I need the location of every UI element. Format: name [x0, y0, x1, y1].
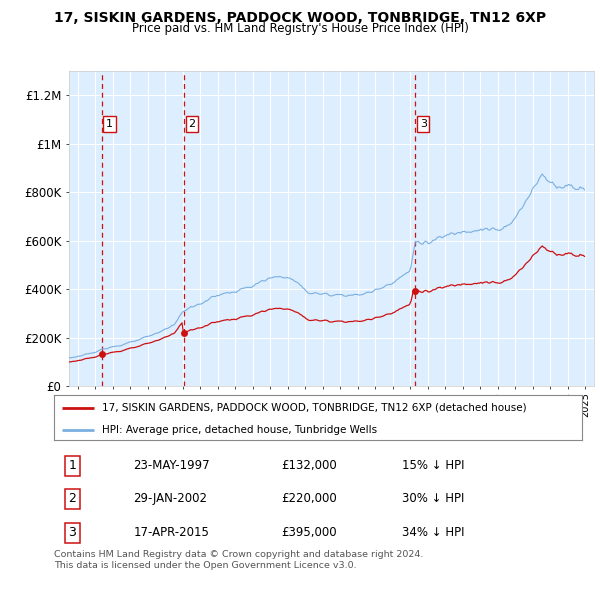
Text: 15% ↓ HPI: 15% ↓ HPI: [403, 459, 465, 472]
Text: 1: 1: [68, 459, 76, 472]
Text: 29-JAN-2002: 29-JAN-2002: [133, 492, 207, 505]
Text: 3: 3: [68, 526, 76, 539]
Text: 1: 1: [106, 119, 113, 129]
Text: HPI: Average price, detached house, Tunbridge Wells: HPI: Average price, detached house, Tunb…: [101, 425, 377, 435]
Text: 17, SISKIN GARDENS, PADDOCK WOOD, TONBRIDGE, TN12 6XP: 17, SISKIN GARDENS, PADDOCK WOOD, TONBRI…: [54, 11, 546, 25]
Text: 3: 3: [419, 119, 427, 129]
Text: 2: 2: [188, 119, 196, 129]
Text: 17, SISKIN GARDENS, PADDOCK WOOD, TONBRIDGE, TN12 6XP (detached house): 17, SISKIN GARDENS, PADDOCK WOOD, TONBRI…: [101, 403, 526, 412]
Text: 17-APR-2015: 17-APR-2015: [133, 526, 209, 539]
Text: 30% ↓ HPI: 30% ↓ HPI: [403, 492, 465, 505]
Text: £132,000: £132,000: [281, 459, 337, 472]
Text: £395,000: £395,000: [281, 526, 337, 539]
Text: Price paid vs. HM Land Registry's House Price Index (HPI): Price paid vs. HM Land Registry's House …: [131, 22, 469, 35]
Text: 2: 2: [68, 492, 76, 505]
Text: £220,000: £220,000: [281, 492, 337, 505]
Text: This data is licensed under the Open Government Licence v3.0.: This data is licensed under the Open Gov…: [54, 560, 356, 569]
Text: 34% ↓ HPI: 34% ↓ HPI: [403, 526, 465, 539]
Text: 23-MAY-1997: 23-MAY-1997: [133, 459, 210, 472]
Text: Contains HM Land Registry data © Crown copyright and database right 2024.: Contains HM Land Registry data © Crown c…: [54, 550, 424, 559]
